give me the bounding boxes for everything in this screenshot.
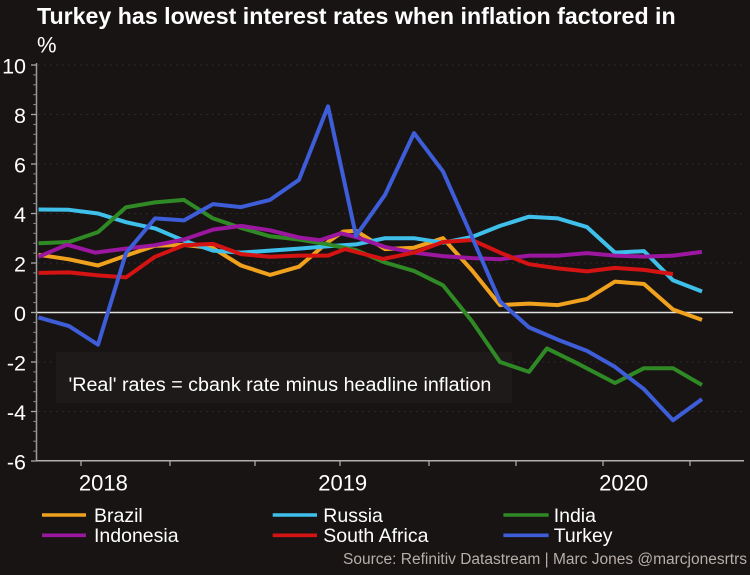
svg-text:2020: 2020 xyxy=(599,470,648,495)
svg-text:10: 10 xyxy=(2,54,26,78)
svg-text:Turkey has lowest interest rat: Turkey has lowest interest rates when in… xyxy=(37,3,676,29)
svg-text:South Africa: South Africa xyxy=(323,525,428,547)
svg-text:Brazil: Brazil xyxy=(94,505,143,527)
svg-text:0: 0 xyxy=(14,302,26,326)
svg-text:%: % xyxy=(37,33,57,58)
svg-text:India: India xyxy=(554,505,596,527)
svg-text:8: 8 xyxy=(14,104,26,128)
svg-text:2019: 2019 xyxy=(318,470,367,495)
svg-text:-6: -6 xyxy=(7,450,26,474)
svg-text:-2: -2 xyxy=(7,351,26,375)
svg-text:4: 4 xyxy=(14,203,26,227)
svg-text:-4: -4 xyxy=(7,401,26,425)
svg-text:Russia: Russia xyxy=(323,505,383,527)
svg-text:2018: 2018 xyxy=(79,470,128,495)
svg-text:Indonesia: Indonesia xyxy=(94,525,179,547)
svg-text:'Real' rates = cbank rate minu: 'Real' rates = cbank rate minus headline… xyxy=(69,374,492,396)
svg-text:Source: Refinitiv Datastream |: Source: Refinitiv Datastream | Marc Jone… xyxy=(343,551,747,568)
svg-text:Turkey: Turkey xyxy=(554,525,613,547)
svg-text:2: 2 xyxy=(14,252,26,276)
svg-text:6: 6 xyxy=(14,153,26,177)
